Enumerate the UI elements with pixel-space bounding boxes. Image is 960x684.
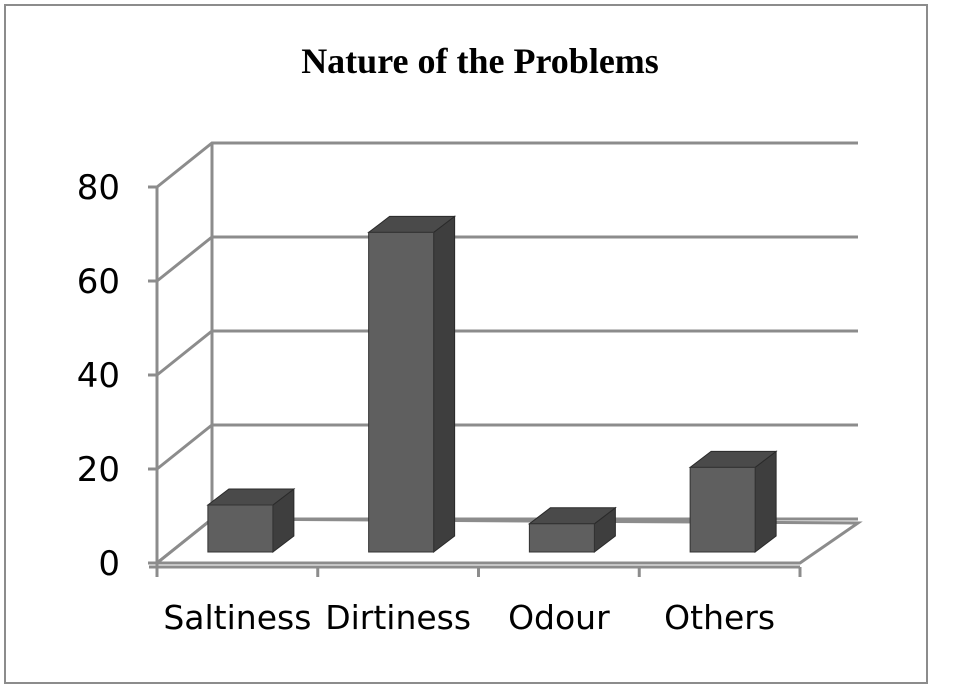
- y-tick-label: 0: [98, 544, 120, 584]
- bar-chart: 0 20 40 60 80 Saltiness Dirtiness Odour Others: [77, 141, 863, 637]
- y-tick-label: 40: [77, 356, 120, 396]
- bar-dirtiness: [367, 215, 457, 554]
- category-label: Dirtiness: [325, 598, 471, 637]
- bar-side: [433, 215, 456, 554]
- y-tick-label: 80: [77, 168, 120, 208]
- category-label: Odour: [508, 598, 610, 637]
- gridline: [156, 329, 858, 377]
- gridline: [156, 141, 858, 189]
- bar-front: [689, 466, 756, 553]
- axes: [148, 143, 802, 577]
- bars: [206, 215, 778, 554]
- category-label: Others: [664, 598, 775, 637]
- chart-title: Nature of the Problems: [301, 41, 659, 81]
- bar-front: [368, 231, 435, 553]
- y-tick-label: 20: [77, 450, 120, 490]
- y-tick-label: 60: [77, 262, 120, 302]
- bar-side: [754, 450, 777, 554]
- gridline: [156, 235, 858, 283]
- bar-odour: [527, 506, 617, 554]
- y-tick-labels: 0 20 40 60 80: [77, 168, 120, 584]
- bar-others: [688, 450, 778, 554]
- bar-saltiness: [206, 487, 296, 554]
- bar-front: [207, 504, 274, 553]
- category-labels: Saltiness Dirtiness Odour Others: [163, 598, 775, 637]
- bar-front: [528, 523, 595, 553]
- category-label: Saltiness: [163, 598, 311, 637]
